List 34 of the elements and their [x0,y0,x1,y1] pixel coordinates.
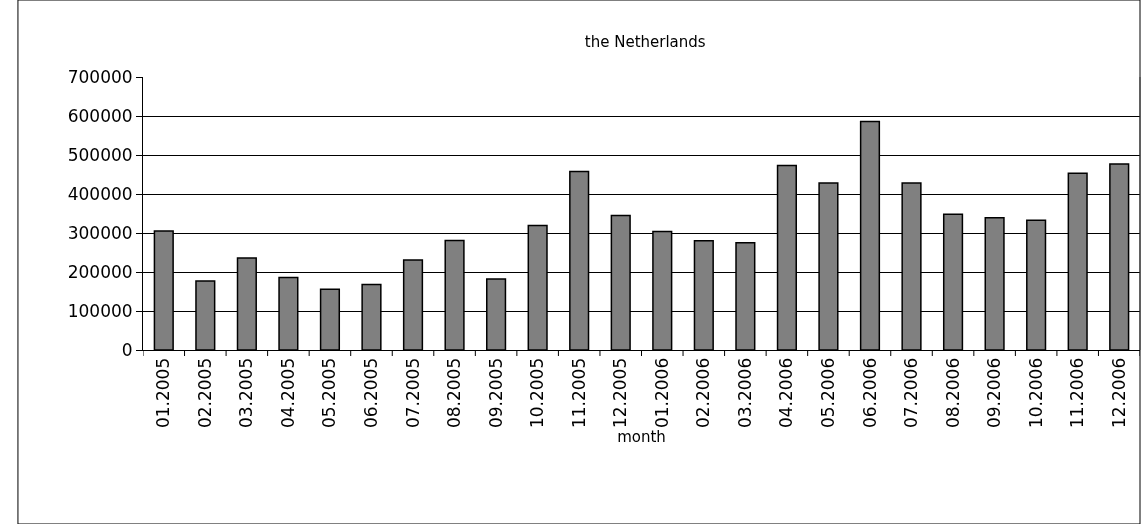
y-tick-label: 500000 [67,144,133,165]
x-tick-label: 12.2005 [610,357,631,429]
x-tick-label: 04.2006 [776,357,797,429]
x-axis-title: month [617,428,666,447]
y-tick-label: 200000 [67,261,133,282]
y-tick-label: 400000 [67,183,133,204]
x-tick-label: 10.2006 [1025,357,1046,429]
x-tick-label: 03.2006 [734,357,755,429]
x-tick-label: 12.2006 [1108,357,1129,429]
x-tick-label: 09.2006 [984,357,1005,429]
chart-title: the Netherlands [584,33,706,52]
x-tick-label: 07.2006 [901,357,922,429]
x-tick-label: 02.2005 [194,357,215,429]
x-tick-label: 06.2006 [859,357,880,429]
x-tick-label: 01.2006 [651,357,672,429]
x-tick-label: 08.2006 [942,357,963,429]
x-tick-label: 08.2005 [444,357,465,429]
x-tick-label: 01.2005 [153,357,174,429]
x-tick-label: 05.2005 [319,357,340,429]
y-tick-label: 300000 [67,222,133,243]
x-tick-label: 07.2005 [402,357,423,429]
x-tick-label: 09.2005 [485,357,506,429]
x-tick-label: 11.2006 [1067,357,1088,429]
x-tick-label: 10.2005 [527,357,548,429]
x-tick-label: 04.2005 [277,357,298,429]
x-tick-label: 06.2005 [361,357,382,429]
x-tick-label: 05.2006 [817,357,838,429]
y-tick-label: 700000 [67,66,133,87]
y-tick-label: 600000 [67,105,133,126]
x-tick-label: 11.2005 [568,357,589,429]
y-tick-label: 0 [121,339,133,360]
x-tick-label: 03.2005 [236,357,257,429]
y-tick-label: 100000 [67,300,133,321]
x-tick-label: 02.2006 [693,357,714,429]
